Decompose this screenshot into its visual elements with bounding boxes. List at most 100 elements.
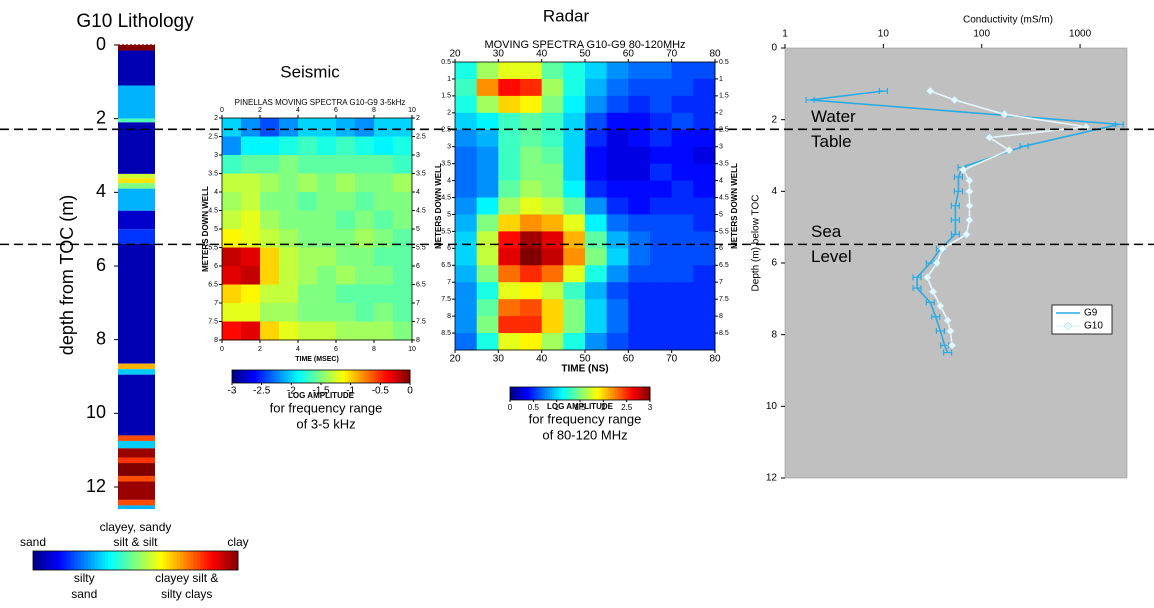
heatmap-cell <box>520 214 543 232</box>
heatmap-cell <box>455 231 478 249</box>
colorbar-swatch <box>128 551 133 570</box>
heatmap-cell <box>585 62 608 80</box>
y-tick-label-right: 2 <box>719 110 723 117</box>
colorbar-swatch <box>624 387 628 400</box>
heatmap-cell <box>628 95 651 114</box>
heatmap-cell <box>671 282 694 300</box>
x-tick-label-top: 10 <box>408 107 416 114</box>
heatmap-cell <box>520 197 543 215</box>
heatmap-cell <box>317 266 337 285</box>
heatmap-cell <box>317 321 337 341</box>
y-tick-label: 4.5 <box>441 194 451 201</box>
colorbar-swatch <box>270 370 275 383</box>
heatmap-cell <box>693 248 716 266</box>
heatmap-cell <box>563 180 586 198</box>
legend-label: G9 <box>1084 308 1098 319</box>
heatmap-cell <box>336 266 356 285</box>
heatmap-cell <box>279 321 299 341</box>
colorbar-swatch <box>306 370 310 383</box>
heatmap-cell <box>693 214 716 232</box>
heatmap-cell <box>498 214 521 232</box>
y-tick-label-right: 1 <box>719 76 723 83</box>
point <box>947 341 957 350</box>
heatmap-cell <box>671 62 694 80</box>
colorbar-swatch <box>232 370 236 383</box>
colorbar-swatch <box>74 551 78 570</box>
heatmap-cell <box>317 303 337 322</box>
heatmap-cell <box>520 265 543 283</box>
heatmap-cell <box>563 214 586 232</box>
heatmap-cell <box>693 95 716 114</box>
heatmap-cell <box>355 118 375 137</box>
colorbar-swatch <box>33 551 37 570</box>
y-tick-label: 6.5 <box>208 281 218 288</box>
heatmap-cell <box>355 155 375 174</box>
heatmap-cell <box>241 192 261 211</box>
heatmap-cell <box>260 173 280 193</box>
heatmap-cell <box>520 248 543 266</box>
colorbar-swatch <box>643 387 646 400</box>
heatmap-cell <box>374 321 394 341</box>
chart-title: G10 Lithology <box>76 11 194 32</box>
heatmap-cell <box>650 231 673 249</box>
colorbar-swatch <box>617 387 621 400</box>
y-tick-label: 2 <box>96 107 106 127</box>
colorbar-swatch <box>97 551 102 570</box>
colorbar-swatch <box>401 370 405 383</box>
heatmap-cell <box>498 248 521 266</box>
y-tick-label-right: 7.5 <box>416 318 426 325</box>
heatmap-cell <box>298 266 318 285</box>
heatmap-cell <box>260 229 280 248</box>
y-tick-label-right: 3.5 <box>719 160 729 167</box>
heatmap-cell <box>222 136 242 156</box>
colorbar-swatch <box>335 370 340 383</box>
colorbar-swatch <box>538 387 541 400</box>
caption: for frequency range <box>529 411 642 426</box>
x-tick-label-top: 20 <box>449 49 461 60</box>
heatmap-cell <box>541 180 564 198</box>
heatmap-cell <box>585 78 608 97</box>
colorbar-swatch <box>173 551 177 570</box>
lithology-layer <box>118 481 155 500</box>
colorbar-tick-label: 2.5 <box>621 403 633 412</box>
heatmap-cell <box>628 282 651 300</box>
colorbar-swatch <box>234 551 239 570</box>
heatmap-cell <box>650 282 673 300</box>
heatmap-cell <box>260 321 280 341</box>
heatmap-cell <box>671 299 694 317</box>
lithology-layer <box>118 118 155 123</box>
heatmap-cell <box>520 316 543 334</box>
heatmap-cell <box>455 146 478 165</box>
colorbar-swatch <box>626 387 630 400</box>
point <box>912 274 922 281</box>
point <box>985 133 994 142</box>
heatmap-cell <box>606 282 629 300</box>
heatmap-cell <box>476 265 499 283</box>
heatmap-cell <box>241 303 261 322</box>
heatmap-cell <box>541 248 564 266</box>
heatmap-cell <box>693 231 716 249</box>
heatmap-cell <box>671 231 694 249</box>
colorbar-swatch <box>303 370 307 383</box>
lithology-layer <box>118 229 155 244</box>
colorbar-swatch <box>291 370 295 383</box>
heatmap-cell <box>585 265 608 283</box>
heatmap-cell <box>476 112 499 131</box>
heatmap-cell <box>585 316 608 334</box>
heatmap-cell <box>606 146 629 165</box>
heatmap-cell <box>628 214 651 232</box>
colorbar-swatch <box>528 387 532 400</box>
y-tick-label-right: 5 <box>416 226 420 233</box>
colorbar-swatch <box>176 551 181 570</box>
heatmap-cell <box>374 303 394 322</box>
y-tick-label-right: 6.5 <box>416 281 426 288</box>
heatmap-cell <box>241 266 261 285</box>
x-axis-label: TIME (NS) <box>561 364 608 375</box>
heatmap-cell <box>541 78 564 97</box>
heatmap-cell <box>650 299 673 317</box>
heatmap-cell <box>336 210 356 230</box>
colorbar-swatch <box>365 370 369 383</box>
heatmap-cell <box>650 180 673 198</box>
colorbar-swatch <box>145 551 150 570</box>
